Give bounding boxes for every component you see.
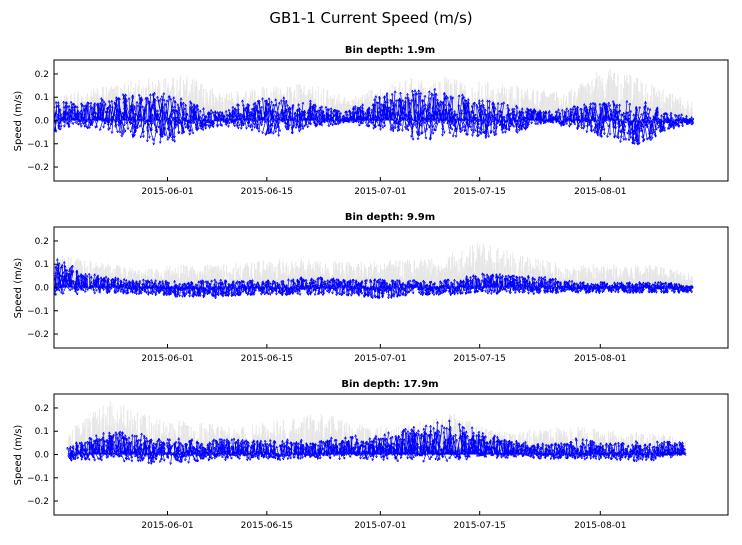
panel-title: Bin depth: 9.9m	[345, 212, 435, 223]
y-tick-label: 0.1	[35, 260, 49, 270]
y-tick-label: −0.1	[27, 307, 49, 317]
x-tick-label: 2015-07-15	[454, 521, 506, 531]
panel-title: Bin depth: 17.9m	[341, 379, 438, 390]
panel-bin-17-9m: Bin depth: 17.9m Speed (m/s) 2015-06-01 2…	[13, 379, 729, 531]
y-tick-label: −0.2	[27, 330, 49, 340]
x-tick-label: 2015-06-15	[241, 354, 293, 364]
plot-area	[54, 68, 695, 146]
plot-area	[66, 401, 687, 465]
x-tick-label: 2015-08-01	[574, 521, 626, 531]
y-tick-label: 0.0	[35, 451, 50, 461]
y-tick-label: −0.2	[27, 163, 49, 173]
y-tick-label: −0.1	[27, 140, 49, 150]
x-tick-label: 2015-06-01	[141, 521, 193, 531]
figure-title: GB1-1 Current Speed (m/s)	[269, 9, 472, 27]
plot-area	[54, 242, 694, 300]
panel-bin-9-9m: Bin depth: 9.9m Speed (m/s) 2015-06-01 20…	[13, 212, 729, 364]
x-tick-label: 2015-08-01	[574, 354, 626, 364]
y-tick-label: 0.0	[35, 284, 50, 294]
y-tick-label: −0.2	[27, 497, 49, 507]
panel-title: Bin depth: 1.9m	[345, 45, 435, 56]
y-tick-label: 0.2	[35, 70, 49, 80]
current-vector-heads	[54, 88, 695, 146]
y-tick-label: −0.1	[27, 474, 49, 484]
y-tick-label: 0.1	[35, 93, 49, 103]
y-tick-label: 0.2	[35, 237, 49, 247]
x-tick-label: 2015-08-01	[574, 187, 626, 197]
current-vector-heads	[66, 419, 687, 465]
y-tick-label: 0.0	[35, 117, 50, 127]
x-tick-label: 2015-07-01	[354, 354, 406, 364]
x-tick-label: 2015-07-15	[454, 354, 506, 364]
x-tick-label: 2015-06-15	[241, 521, 293, 531]
y-axis-label: Speed (m/s)	[13, 258, 24, 319]
x-tick-label: 2015-07-01	[354, 187, 406, 197]
x-tick-label: 2015-06-01	[141, 354, 193, 364]
y-tick-label: 0.2	[35, 404, 49, 414]
x-tick-label: 2015-06-15	[241, 187, 293, 197]
y-tick-label: 0.1	[35, 427, 49, 437]
y-axis-label: Speed (m/s)	[13, 425, 24, 486]
x-tick-label: 2015-07-01	[354, 521, 406, 531]
x-tick-label: 2015-06-01	[141, 187, 193, 197]
panel-bin-1-9m: Bin depth: 1.9m Speed (m/s) 2015-06-01 20…	[13, 45, 729, 197]
y-axis-label: Speed (m/s)	[13, 91, 24, 152]
x-tick-label: 2015-07-15	[454, 187, 506, 197]
current-vector-heads	[54, 258, 694, 300]
